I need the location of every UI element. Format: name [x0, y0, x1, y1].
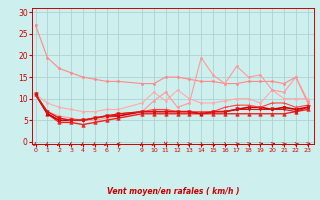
Text: Vent moyen/en rafales ( km/h ): Vent moyen/en rafales ( km/h ) — [107, 187, 239, 196]
